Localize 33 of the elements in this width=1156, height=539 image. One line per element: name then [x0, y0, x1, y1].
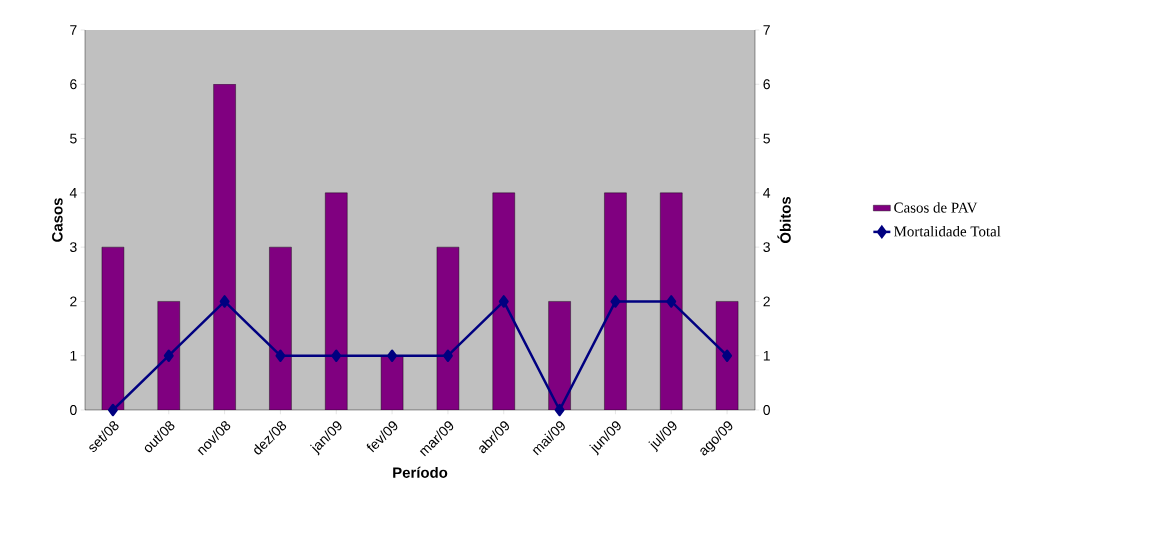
point	[163, 349, 174, 362]
y2-tick-label: 7	[763, 25, 770, 35]
point	[498, 295, 509, 308]
y-tick-label: 5	[70, 133, 77, 144]
y2-axis-title: Óbitos	[777, 196, 791, 244]
point	[442, 349, 453, 362]
x-axis-title: Período	[393, 466, 448, 478]
y2-tick-label: 5	[763, 133, 770, 144]
y-tick-label: 0	[70, 405, 77, 415]
point	[331, 349, 342, 362]
point	[219, 295, 230, 308]
point	[722, 349, 733, 362]
y2-tick-label: 2	[763, 296, 770, 307]
y-tick-label: 4	[69, 188, 77, 198]
y-axis-title: Casos	[52, 198, 63, 242]
point	[554, 403, 565, 417]
y-tick-label: 1	[70, 350, 77, 361]
legend-label: Casos de PAV	[894, 202, 978, 213]
y-tick-label: 2	[70, 296, 77, 307]
y-tick-label: 7	[70, 25, 77, 35]
y2-tick-label: 0	[763, 405, 770, 415]
legend-label: Mortalidade Total	[894, 225, 1001, 237]
point	[275, 349, 286, 362]
y2-tick-label: 3	[763, 242, 770, 253]
point	[610, 295, 621, 308]
point	[107, 403, 118, 417]
point	[387, 349, 398, 362]
y2-tick-label: 6	[763, 79, 770, 90]
y2-tick-label: 1	[763, 350, 770, 361]
y2-tick-label: 4	[763, 188, 771, 198]
y-tick-label: 3	[70, 242, 77, 253]
y-tick-label: 6	[70, 79, 77, 90]
point	[666, 295, 677, 308]
